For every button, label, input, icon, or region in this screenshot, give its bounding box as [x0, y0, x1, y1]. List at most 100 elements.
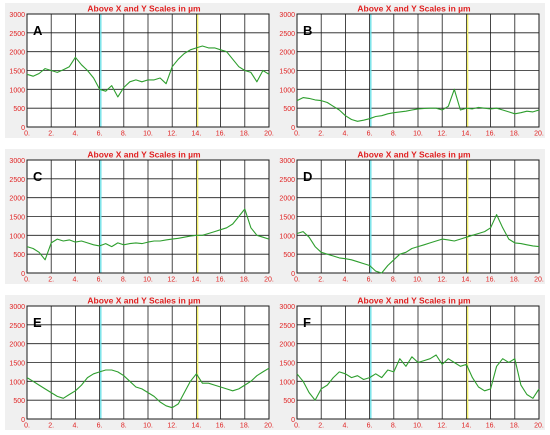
series-line — [296, 88, 540, 122]
x-tick-label: 18. — [510, 277, 520, 284]
x-tick-label: 4. — [342, 423, 348, 430]
y-tick-label: 0 — [21, 271, 25, 278]
y-tick-label: 500 — [13, 106, 25, 113]
x-tick-label: 14. — [462, 423, 472, 430]
x-tick-label: 8. — [391, 277, 397, 284]
x-tick-label: 12. — [167, 131, 177, 138]
y-tick-label: 1000 — [279, 233, 295, 240]
chart-panel-c: Above X and Y Scales in µm 0 500 1000 1500 20… — [5, 149, 275, 284]
x-tick-label: 16. — [486, 277, 496, 284]
x-tick-label: 16. — [486, 423, 496, 430]
x-tick-label: 0. — [294, 277, 300, 284]
chart-title: Above X and Y Scales in µm — [87, 4, 201, 14]
x-tick-label: 2. — [48, 277, 54, 284]
chart-panel-a: Above X and Y Scales in µm 0 500 1000 1500 20… — [5, 3, 275, 138]
y-tick-label: 500 — [13, 398, 25, 405]
x-tick-label: 4. — [342, 277, 348, 284]
x-tick-label: 20. — [534, 423, 544, 430]
series-line — [296, 214, 540, 274]
x-tick-label: 10. — [413, 131, 423, 138]
y-tick-label: 1500 — [279, 215, 295, 222]
y-tick-label: 1500 — [9, 69, 25, 76]
x-tick-label: 6. — [97, 131, 103, 138]
y-tick-label: 2500 — [9, 31, 25, 38]
y-tick-label: 1000 — [9, 233, 25, 240]
x-tick-label: 14. — [462, 277, 472, 284]
x-tick-label: 0. — [294, 131, 300, 138]
x-tick-label: 14. — [462, 131, 472, 138]
x-tick-label: 10. — [143, 277, 153, 284]
x-tick-label: 20. — [534, 277, 544, 284]
x-tick-label: 2. — [48, 423, 54, 430]
x-tick-label: 6. — [367, 131, 373, 138]
x-tick-label: 10. — [413, 423, 423, 430]
chart-svg: Above X and Y Scales in µm 0 500 1000 1500 20… — [279, 150, 544, 284]
x-tick-label: 12. — [437, 423, 447, 430]
y-tick-label: 1500 — [9, 215, 25, 222]
chart-panel-b: Above X and Y Scales in µm 0 500 1000 1500 20… — [275, 3, 545, 138]
y-tick-label: 1000 — [279, 87, 295, 94]
x-tick-label: 12. — [437, 277, 447, 284]
x-tick-label: 14. — [192, 131, 202, 138]
panel-letter: A — [33, 23, 43, 38]
x-tick-label: 18. — [240, 131, 250, 138]
x-tick-label: 20. — [264, 277, 274, 284]
chart-panel-d: Above X and Y Scales in µm 0 500 1000 1500 20… — [275, 149, 545, 284]
y-tick-label: 1500 — [9, 361, 25, 368]
y-tick-label: 2000 — [9, 196, 25, 203]
y-tick-label: 1000 — [279, 379, 295, 386]
x-tick-label: 14. — [192, 277, 202, 284]
series-line — [26, 367, 270, 409]
x-tick-label: 2. — [318, 131, 324, 138]
y-tick-label: 3000 — [9, 158, 25, 165]
chart-panel-e: Above X and Y Scales in µm 0 500 1000 1500 20… — [5, 295, 275, 430]
x-tick-label: 8. — [121, 277, 127, 284]
y-tick-label: 1500 — [279, 361, 295, 368]
x-tick-label: 8. — [121, 131, 127, 138]
x-tick-label: 0. — [24, 423, 30, 430]
y-tick-label: 1000 — [9, 87, 25, 94]
plot-border — [296, 13, 540, 128]
x-tick-label: 18. — [510, 131, 520, 138]
y-tick-label: 3000 — [279, 304, 295, 311]
x-tick-label: 10. — [143, 423, 153, 430]
panel-letter: E — [33, 315, 42, 330]
x-tick-label: 18. — [240, 423, 250, 430]
chart-title: Above X and Y Scales in µm — [357, 296, 471, 306]
chart-title: Above X and Y Scales in µm — [87, 296, 201, 306]
series-line — [26, 45, 270, 98]
chart-svg: Above X and Y Scales in µm 0 500 1000 1500 20… — [9, 150, 274, 284]
y-tick-label: 500 — [283, 398, 295, 405]
y-tick-label: 2500 — [9, 323, 25, 330]
y-tick-label: 2500 — [9, 177, 25, 184]
chart-svg: Above X and Y Scales in µm 0 500 1000 1500 20… — [279, 4, 543, 138]
x-tick-label: 2. — [318, 277, 324, 284]
chart-panel-f: Above X and Y Scales in µm 0 500 1000 1500 20… — [275, 295, 545, 430]
chart-svg: Above X and Y Scales in µm 0 500 1000 1500 20… — [9, 4, 273, 138]
x-tick-label: 6. — [367, 423, 373, 430]
x-tick-label: 8. — [391, 423, 397, 430]
y-tick-label: 500 — [283, 106, 295, 113]
x-tick-label: 4. — [342, 131, 348, 138]
x-tick-label: 12. — [437, 131, 447, 138]
chart-svg: Above X and Y Scales in µm 0 500 1000 1500 20… — [9, 296, 274, 430]
panel-letter: B — [303, 23, 312, 38]
x-tick-label: 16. — [486, 131, 496, 138]
x-tick-label: 4. — [72, 423, 78, 430]
plot-border — [26, 13, 270, 128]
y-tick-label: 2500 — [279, 31, 295, 38]
chart-svg: Above X and Y Scales in µm 0 500 1000 1500 20… — [279, 296, 544, 430]
y-tick-label: 0 — [291, 417, 295, 424]
plot-border — [26, 305, 270, 420]
x-tick-label: 12. — [167, 277, 177, 284]
y-tick-label: 2000 — [279, 342, 295, 349]
x-tick-label: 4. — [72, 131, 78, 138]
y-tick-label: 2500 — [279, 177, 295, 184]
y-tick-label: 0 — [21, 417, 25, 424]
chart-title: Above X and Y Scales in µm — [87, 150, 201, 160]
y-tick-label: 2000 — [279, 196, 295, 203]
chart-title: Above X and Y Scales in µm — [357, 150, 471, 160]
y-tick-label: 1000 — [9, 379, 25, 386]
plot-border — [26, 159, 270, 274]
x-tick-label: 20. — [264, 423, 274, 430]
